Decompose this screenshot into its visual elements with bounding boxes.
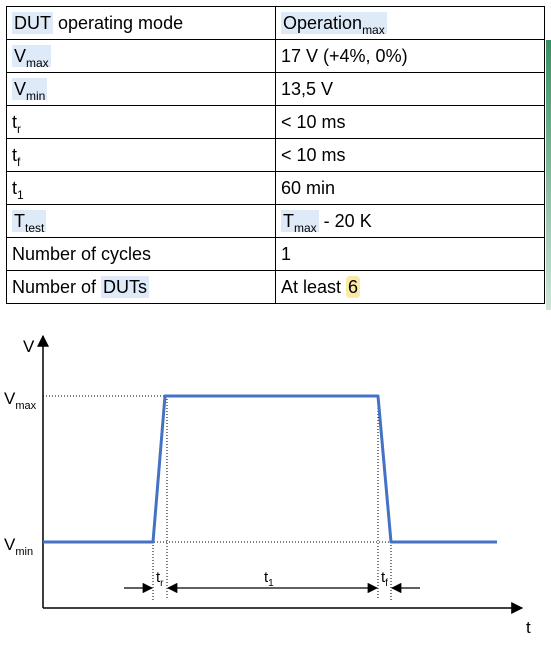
table-row: Number of DUTs At least 6 (6, 270, 545, 304)
value-header-text: Operation (283, 13, 363, 33)
param-highlight: Vmax (12, 45, 51, 70)
tr-label: tr (156, 569, 164, 589)
pulse-waveform (43, 394, 497, 544)
table-row: Vmin 13,5 V (6, 72, 545, 106)
t1-label: t1 (264, 569, 274, 589)
param-cell: Number of DUTs (6, 270, 276, 304)
value-header-subscript: max (362, 23, 385, 37)
vmax-label: Vmax (4, 389, 37, 412)
edge-accent-bar (546, 40, 551, 310)
param-highlight: DUTs (101, 276, 150, 298)
test-parameter-table: DUT operating mode Operationmax Vmax 17 … (6, 6, 545, 304)
value-highlight: 6 (346, 276, 361, 298)
param-cell: Ttest (6, 204, 276, 238)
value-header-highlight: Operationmax (281, 12, 387, 37)
tf-label: tf (381, 569, 388, 589)
value-cell: 17 V (+4%, 0%) (275, 39, 545, 73)
param-cell: Vmax (6, 39, 276, 73)
table-row: Number of cycles 1 (6, 237, 545, 271)
value-highlight: Tmax (281, 210, 319, 235)
voltage-pulse-diagram: V t Vmax Vmin tr t1 tf (4, 334, 531, 637)
table-row: tf < 10 ms (6, 138, 545, 172)
table-row: tr < 10 ms (6, 105, 545, 139)
value-cell: 1 (275, 237, 545, 271)
value-cell: Tmax - 20 K (275, 204, 545, 238)
param-header-cell: DUT operating mode (6, 6, 276, 40)
param-cell: t1 (6, 171, 276, 205)
param-cell: Vmin (6, 72, 276, 106)
param-cell: tr (6, 105, 276, 139)
y-axis-label: V (23, 337, 35, 356)
param-header-highlight: DUT (12, 12, 53, 34)
param-cell: tf (6, 138, 276, 172)
vmin-label: Vmin (4, 535, 33, 558)
value-cell: < 10 ms (275, 105, 545, 139)
table-row: t1 60 min (6, 171, 545, 205)
value-cell: 60 min (275, 171, 545, 205)
value-cell: At least 6 (275, 270, 545, 304)
param-highlight: Ttest (12, 210, 47, 235)
param-header-text: operating mode (53, 13, 184, 33)
table-row: Ttest Tmax - 20 K (6, 204, 545, 238)
table-row: Vmax 17 V (+4%, 0%) (6, 39, 545, 73)
table-header-row: DUT operating mode Operationmax (6, 6, 545, 40)
value-header-cell: Operationmax (275, 6, 545, 40)
param-highlight: Vmin (12, 78, 48, 103)
x-axis-label: t (526, 618, 531, 637)
param-cell: Number of cycles (6, 237, 276, 271)
value-cell: < 10 ms (275, 138, 545, 172)
value-cell: 13,5 V (275, 72, 545, 106)
